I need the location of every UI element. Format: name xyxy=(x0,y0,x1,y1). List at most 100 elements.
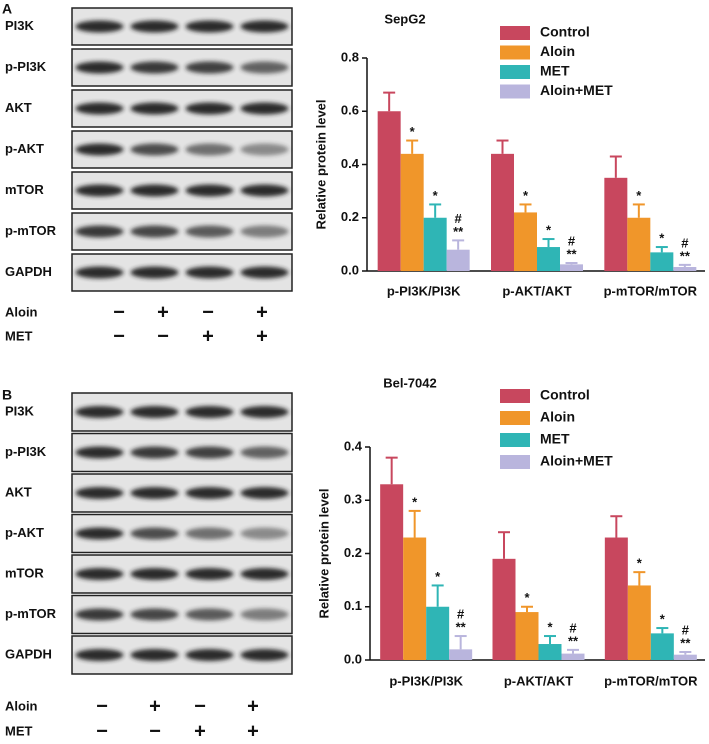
bar xyxy=(650,252,674,271)
blot-band xyxy=(185,143,234,156)
treatment-label: MET xyxy=(5,723,33,738)
x-tick-label: p-AKT/AKT xyxy=(504,673,573,688)
blot-band xyxy=(185,184,234,197)
legend-swatch xyxy=(500,455,530,469)
x-tick-label: p-mTOR/mTOR xyxy=(604,283,698,298)
treatment-label: MET xyxy=(5,328,33,343)
significance-mark: # xyxy=(682,622,690,637)
treatment-sign: − xyxy=(96,695,108,717)
bar xyxy=(492,558,516,660)
bar xyxy=(650,633,674,660)
blot-band xyxy=(240,608,289,621)
y-tick-label: 0.8 xyxy=(341,49,359,64)
treatment-sign: + xyxy=(202,325,214,347)
significance-mark: * xyxy=(524,590,530,605)
blot-band xyxy=(75,143,124,156)
legend-label: Aloin+MET xyxy=(540,82,613,98)
blot-band xyxy=(130,406,179,418)
bar xyxy=(491,153,514,271)
blot-band xyxy=(185,527,234,540)
y-tick-label: 0.0 xyxy=(344,651,362,666)
x-tick-label: p-AKT/AKT xyxy=(502,283,571,298)
significance-mark: * xyxy=(660,611,666,626)
blot-band xyxy=(240,527,289,540)
treatment-sign: − xyxy=(149,720,161,742)
bar xyxy=(377,111,401,271)
blot-band xyxy=(130,20,179,33)
legend-label: Aloin+MET xyxy=(540,453,613,469)
blot-row-label: AKT xyxy=(5,484,32,499)
blot-band xyxy=(240,225,289,238)
significance-mark: * xyxy=(636,188,642,203)
blot-band xyxy=(75,225,124,238)
blot-band xyxy=(240,20,289,33)
blot-band xyxy=(185,61,234,74)
bar xyxy=(604,537,628,660)
blot-band xyxy=(130,102,179,115)
treatment-sign: − xyxy=(113,301,125,323)
bar xyxy=(673,267,697,271)
blot-band xyxy=(185,225,234,238)
legend-swatch xyxy=(500,389,530,403)
x-tick-label: p-mTOR/mTOR xyxy=(604,673,698,688)
significance-mark: ** xyxy=(566,246,577,261)
bar xyxy=(400,153,424,271)
treatment-sign: + xyxy=(256,301,268,323)
bar xyxy=(403,537,427,660)
blot-band xyxy=(240,61,289,74)
blot-band xyxy=(185,608,234,621)
y-tick-label: 0.3 xyxy=(344,492,362,507)
blot-band xyxy=(240,446,289,459)
blot-row-label: p-AKT xyxy=(5,525,44,540)
blot-band xyxy=(130,266,179,279)
y-tick-label: 0.6 xyxy=(341,103,359,118)
bar xyxy=(446,249,470,271)
blot-band xyxy=(75,608,124,621)
blot-band xyxy=(75,649,124,661)
blot-band xyxy=(130,184,179,197)
blot-band xyxy=(240,649,289,661)
significance-mark: ** xyxy=(453,224,464,239)
blot-band xyxy=(185,102,234,115)
significance-mark: # xyxy=(681,235,689,250)
blot-row-label: AKT xyxy=(5,100,32,115)
y-tick-label: 0.2 xyxy=(344,545,362,560)
bar xyxy=(449,649,473,660)
bar xyxy=(561,653,585,660)
significance-mark: # xyxy=(457,606,465,621)
legend-label: MET xyxy=(540,431,570,447)
blot-band xyxy=(75,20,124,33)
bar xyxy=(380,484,404,660)
treatment-sign: + xyxy=(157,301,169,323)
x-tick-label: p-PI3K/PI3K xyxy=(387,283,461,298)
blot-band xyxy=(240,143,289,156)
blot-band xyxy=(130,568,179,580)
bar xyxy=(627,585,651,660)
blot-band xyxy=(130,143,179,156)
blot-row-label: GAPDH xyxy=(5,646,52,661)
blot-band xyxy=(75,266,124,279)
treatment-label: Aloin xyxy=(5,304,38,319)
blot-band xyxy=(130,527,179,540)
blot-band xyxy=(75,487,124,499)
treatment-sign: − xyxy=(194,695,206,717)
significance-mark: ** xyxy=(456,619,467,634)
legend-label: Aloin xyxy=(540,43,575,59)
y-axis-label: Relative protein level xyxy=(316,488,331,618)
blot-band xyxy=(75,184,124,197)
bar xyxy=(604,177,628,271)
legend-swatch xyxy=(500,26,530,40)
blot-band xyxy=(240,266,289,279)
blot-band xyxy=(185,20,234,33)
blot-band xyxy=(240,102,289,115)
blot-row-label: p-mTOR xyxy=(5,223,57,238)
legend-swatch xyxy=(500,411,530,425)
legend-label: Aloin xyxy=(540,409,575,425)
chart-title: Bel-7042 xyxy=(383,375,436,390)
bar xyxy=(423,217,447,271)
significance-mark: * xyxy=(412,494,418,509)
treatment-sign: − xyxy=(113,325,125,347)
y-tick-label: 0.0 xyxy=(341,262,359,277)
bar xyxy=(514,212,537,271)
